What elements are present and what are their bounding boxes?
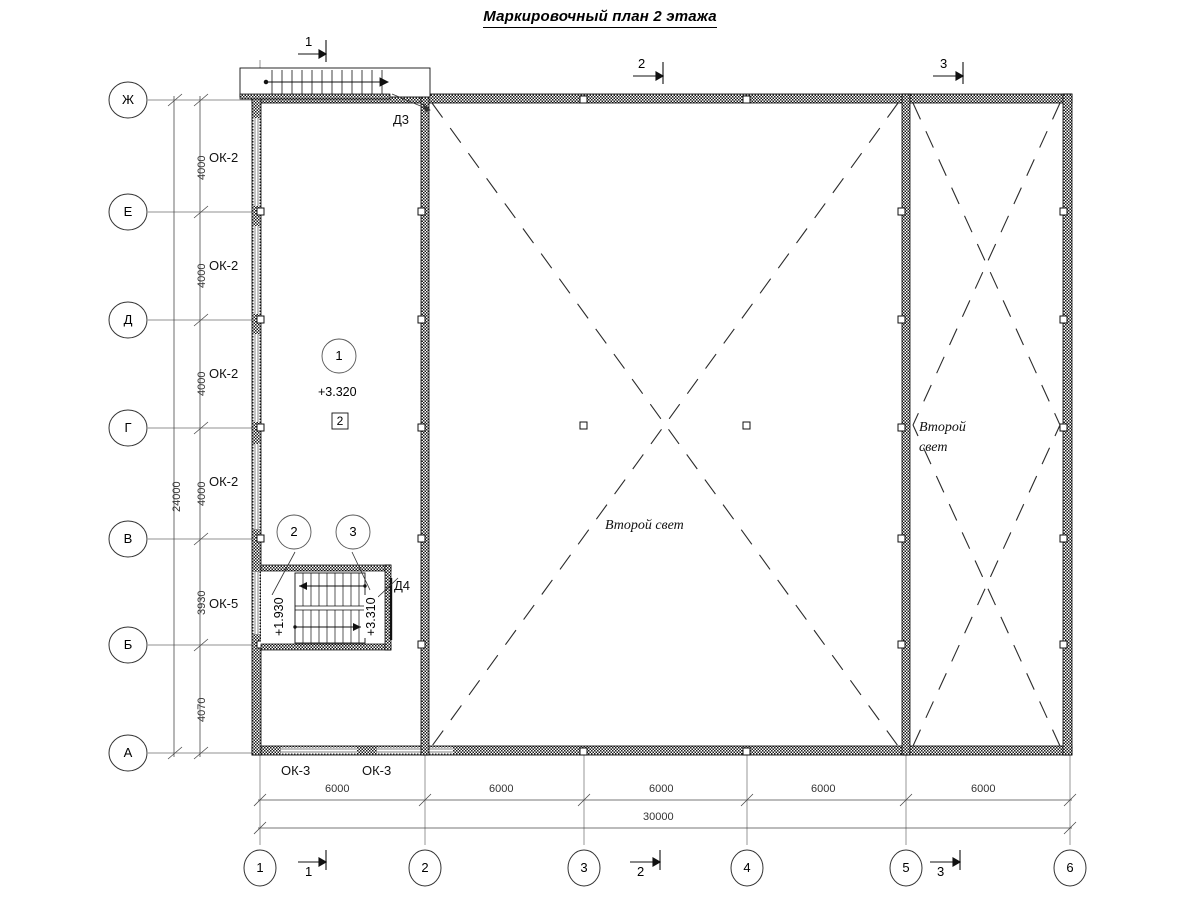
- window-label-ok3-1: ОК-3: [281, 763, 311, 778]
- window-label-ok5: ОК-5: [209, 596, 239, 611]
- hdim-2: 6000: [489, 783, 514, 795]
- axis-label-3[interactable]: 3: [580, 860, 588, 875]
- room-leader-2: [271, 551, 296, 596]
- axis-label-1[interactable]: 1: [256, 860, 264, 875]
- door-d3-leader: [391, 93, 431, 113]
- section-mark-label-2-bottom: 2: [637, 864, 645, 879]
- hdim-3: 6000: [649, 783, 674, 795]
- room-number-1[interactable]: 1: [335, 348, 343, 363]
- window-label-ok2-1: ОК-2: [209, 150, 239, 165]
- vdim-5: 3930: [196, 590, 208, 615]
- axis-bubbles-vertical: [108, 81, 148, 772]
- axis-label-b[interactable]: Б: [123, 637, 133, 652]
- axis-label-4[interactable]: 4: [743, 860, 751, 875]
- room-bubble-3: [335, 514, 371, 550]
- section-mark-3-bottom: [930, 850, 962, 870]
- axis-label-g[interactable]: Г: [124, 420, 132, 435]
- section-mark-label-3-bottom: 3: [937, 864, 945, 879]
- void-label-center: Второй свет: [605, 518, 684, 533]
- stair-ramp-top: [239, 67, 431, 100]
- window-openings-bottom: [281, 747, 453, 754]
- section-mark-label-1-bottom: 1: [305, 864, 313, 879]
- axis-label-zh[interactable]: Ж: [121, 92, 134, 107]
- window-label-ok2-2: ОК-2: [209, 258, 239, 273]
- vdim-1: 4000: [196, 155, 208, 180]
- axis-label-v[interactable]: В: [123, 531, 133, 546]
- vertical-dimension-chain: [167, 93, 209, 760]
- column-markers: [256, 95, 1068, 756]
- level-mark-room-3: +3.310: [364, 595, 378, 638]
- void-label-right-line2: свет: [919, 440, 948, 455]
- drawing-title-text: Маркировочный план 2 этажа: [483, 8, 717, 28]
- void-label-right-line1: Второй: [919, 420, 966, 435]
- hdim-total: 30000: [643, 811, 674, 823]
- floor-type-marker-box: [331, 412, 349, 430]
- vdim-4: 4000: [196, 481, 208, 506]
- section-mark-1-bottom: [298, 850, 328, 870]
- window-label-ok3-2: ОК-3: [362, 763, 392, 778]
- axis-label-2[interactable]: 2: [421, 860, 429, 875]
- room-bubble-2: [276, 514, 312, 550]
- door-label-d4: Д4: [394, 578, 411, 593]
- room-bubble-1: [321, 338, 357, 374]
- section-mark-2-top: [633, 62, 665, 84]
- level-mark-room-2: +1.930: [272, 595, 286, 638]
- axis-label-5[interactable]: 5: [902, 860, 910, 875]
- section-mark-3-top: [933, 62, 965, 84]
- room-leader-3: [351, 551, 371, 591]
- floor-type-marker-1: 2: [336, 414, 344, 428]
- room-number-3[interactable]: 3: [349, 524, 357, 539]
- level-mark-room-1: +3.320: [316, 385, 359, 399]
- horizontal-dimension-chain: [253, 793, 1077, 835]
- void-dashed-cross-right: [912, 102, 1061, 747]
- hdim-4: 6000: [811, 783, 836, 795]
- vdim-2: 4000: [196, 263, 208, 288]
- window-label-ok2-4: ОК-2: [209, 474, 239, 489]
- vdim-6: 4070: [196, 697, 208, 722]
- vdim-3: 4000: [196, 371, 208, 396]
- door-label-d3: Д3: [393, 112, 410, 127]
- window-label-ok2-3: ОК-2: [209, 366, 239, 381]
- axis-bubbles-horizontal: [243, 849, 1087, 887]
- hdim-5: 6000: [971, 783, 996, 795]
- axis-label-6[interactable]: 6: [1066, 860, 1074, 875]
- section-mark-label-3-top: 3: [940, 56, 948, 71]
- hdim-1: 6000: [325, 783, 350, 795]
- section-mark-1-top: [298, 40, 328, 62]
- window-openings-left: [253, 118, 260, 634]
- axis-label-d[interactable]: Д: [123, 312, 133, 327]
- void-dashed-cross-center: [431, 102, 899, 747]
- section-mark-label-1-top: 1: [305, 34, 313, 49]
- axis-label-e[interactable]: Е: [123, 204, 133, 219]
- section-mark-2-bottom: [630, 850, 662, 870]
- door-d4-leader: [377, 577, 399, 598]
- drawing-title: Маркировочный план 2 этажа: [0, 8, 1200, 28]
- room-number-2[interactable]: 2: [290, 524, 298, 539]
- axis-label-a[interactable]: А: [123, 745, 133, 760]
- section-mark-label-2-top: 2: [638, 56, 646, 71]
- vdim-total: 24000: [171, 481, 183, 512]
